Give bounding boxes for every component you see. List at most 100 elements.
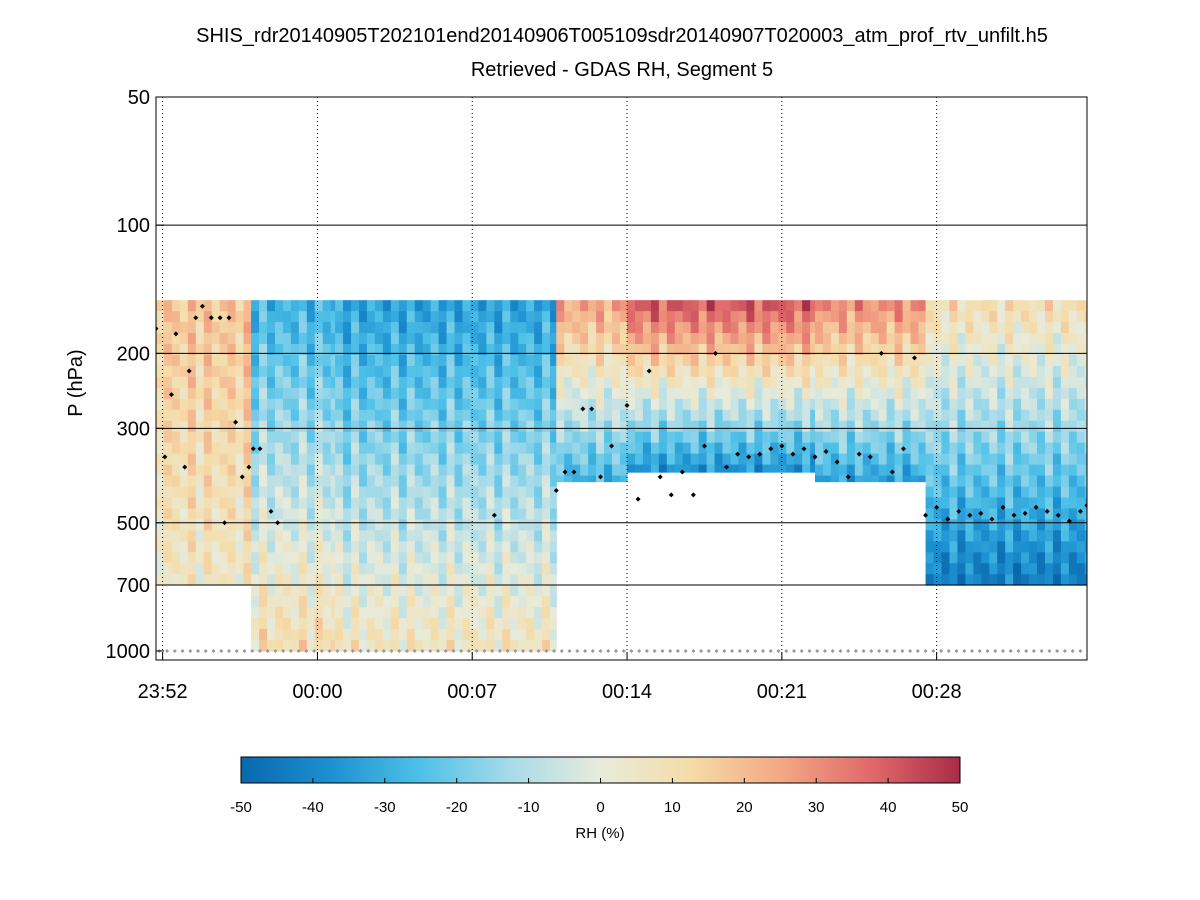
heatmap-cell (322, 442, 332, 455)
heatmap-cell (359, 640, 368, 652)
heatmap-cell (611, 354, 621, 367)
heatmap-cell (650, 322, 660, 334)
heatmap-cell (564, 300, 573, 312)
surface-marker (1008, 648, 1013, 653)
heatmap-cell (274, 629, 284, 641)
heatmap-cell (179, 387, 189, 400)
heatmap-cell (203, 442, 213, 455)
heatmap-cell (422, 486, 432, 499)
heatmap-cell (534, 344, 543, 356)
heatmap-cell (518, 365, 527, 378)
heatmap-cell (351, 497, 360, 510)
heatmap-cell (359, 475, 368, 488)
marker-layer (156, 303, 1087, 653)
heatmap-cell (478, 574, 487, 586)
heatmap-cell (430, 519, 440, 531)
heatmap-cell (997, 530, 1006, 542)
heatmap-cell (343, 442, 352, 455)
heatmap-cell (1044, 409, 1054, 422)
heatmap-cell (374, 618, 384, 630)
heatmap-cell (259, 442, 268, 455)
heatmap-cell (187, 574, 197, 586)
heatmap-cell (267, 420, 276, 433)
heatmap-cell (406, 640, 416, 652)
heatmap-cell (454, 365, 464, 378)
y-tick-label: 50 (128, 87, 150, 109)
heatmap-cell (163, 365, 173, 378)
heatmap-cell (925, 333, 935, 345)
heatmap-cell (894, 431, 904, 444)
heatmap-cell (1052, 398, 1062, 411)
heatmap-cell (1076, 420, 1086, 433)
heatmap-cell (195, 420, 205, 433)
heatmap-cell (754, 322, 763, 334)
heatmap-cell (282, 311, 292, 323)
heatmap-cell (306, 486, 316, 499)
heatmap-cell (802, 398, 811, 411)
heatmap-cell (838, 333, 848, 345)
heatmap-cell (351, 541, 360, 553)
heatmap-cell (526, 530, 535, 542)
heatmap-cell (414, 563, 424, 575)
heatmap-cell (604, 431, 613, 444)
heatmap-cell (815, 387, 824, 400)
heatmap-cell (343, 497, 352, 510)
heatmap-cell (282, 475, 292, 488)
heatmap-cell (195, 497, 205, 510)
heatmap-cell (997, 387, 1006, 400)
heatmap-cell (1005, 442, 1014, 455)
heatmap-cell (658, 398, 668, 411)
heatmap-cell (454, 629, 464, 641)
heatmap-cell (251, 420, 260, 433)
heatmap-cell (1084, 344, 1087, 356)
heatmap-cell (981, 486, 990, 499)
heatmap-cell (910, 311, 920, 323)
heatmap-cell (862, 420, 872, 433)
heatmap-cell (422, 464, 432, 477)
heatmap-cell (949, 365, 959, 378)
heatmap-cell (359, 322, 368, 334)
heatmap-cell (1060, 409, 1070, 422)
heatmap-cell (949, 322, 959, 334)
heatmap-cell (1068, 322, 1078, 334)
heatmap-cell (989, 311, 998, 323)
heatmap-cell (414, 640, 424, 652)
data-marker (812, 454, 818, 460)
heatmap-cell (706, 322, 716, 334)
heatmap-cell (422, 431, 432, 444)
heatmap-cell (195, 311, 205, 323)
heatmap-cell (706, 398, 716, 411)
heatmap-cell (290, 376, 300, 389)
heatmap-cell (259, 574, 268, 586)
heatmap-cell (282, 344, 292, 356)
heatmap-cell (227, 300, 237, 312)
heatmap-cell (359, 333, 368, 345)
heatmap-cell (949, 442, 959, 455)
heatmap-cell (438, 420, 448, 433)
surface-marker (954, 648, 959, 653)
heatmap-cell (414, 530, 424, 542)
heatmap-cell (382, 409, 392, 422)
heatmap-cell (910, 420, 920, 433)
heatmap-cell (941, 519, 951, 531)
heatmap-cell (556, 311, 565, 323)
heatmap-cell (754, 420, 763, 433)
heatmap-cell (1013, 322, 1022, 334)
heatmap-cell (658, 344, 668, 356)
heatmap-cell (572, 475, 581, 483)
heatmap-cell (330, 585, 336, 597)
heatmap-cell (179, 497, 189, 510)
heatmap-cell (322, 311, 332, 323)
heatmap-cell (330, 508, 336, 521)
heatmap-cell (1052, 420, 1062, 433)
heatmap-cell (957, 300, 966, 312)
heatmap-cell (1044, 344, 1054, 356)
heatmap-cell (1084, 442, 1087, 455)
heatmap-cell (374, 541, 384, 553)
heatmap-cell (438, 409, 448, 422)
heatmap-cell (156, 574, 165, 586)
heatmap-cell (195, 574, 205, 586)
heatmap-cell (989, 344, 998, 356)
heatmap-cell (698, 300, 708, 312)
heatmap-cell (502, 596, 511, 608)
